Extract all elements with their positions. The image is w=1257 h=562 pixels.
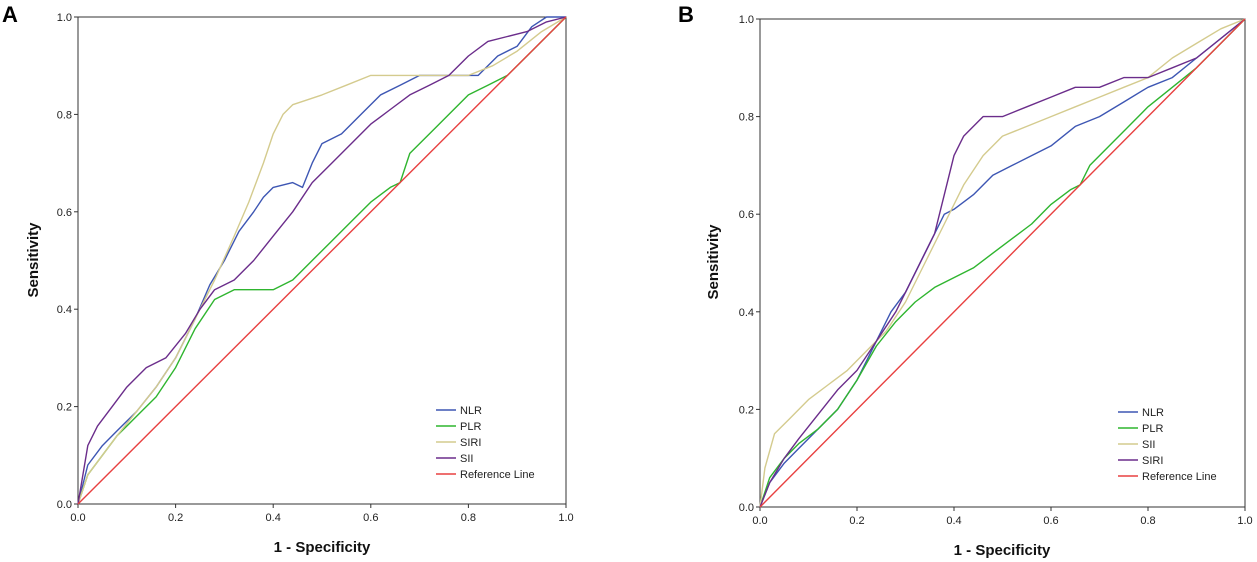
panel-b-x-tick-label: 0.0 (752, 515, 767, 527)
panel-b-ticks: 0.0 0.2 0.4 0.6 0.8 1.0 0.0 0.2 0.4 0.6 0.8 1.0 (739, 14, 1253, 527)
panel-b-series-siri (759, 18, 1246, 508)
panel-b-x-axis-label: 1 - Specificity (954, 542, 1051, 559)
panel-a-x-tick-label: 1.0 (558, 512, 573, 524)
panel-b-y-tick-label: 0.6 (739, 209, 754, 221)
panel-b-legend-label: NLR (1142, 407, 1164, 419)
panel-a-x-tick-label: 0.6 (363, 512, 378, 524)
panel-a-x-tick-label: 0.4 (266, 512, 281, 524)
panel-a-y-tick-label: 1.0 (57, 12, 72, 24)
panel-b-series-plr (759, 18, 1246, 508)
panel-b-y-tick-label: 0.0 (739, 502, 754, 514)
panel-b-series (759, 18, 1246, 508)
panel-a-series (77, 16, 567, 505)
panel-a-ticks: 0.0 0.2 0.4 0.6 0.8 1.0 0.0 0.2 0.4 0.6 0.8 1.0 (57, 12, 574, 524)
panel-a-series-plr (77, 16, 567, 505)
panel-a-x-tick-label: 0.8 (461, 512, 476, 524)
panel-a-x-axis-label: 1 - Specificity (274, 539, 371, 556)
panel-b-legend-label: SIRI (1142, 455, 1163, 467)
panel-a-y-axis-label: Sensitivity (25, 222, 42, 298)
panel-a-legend-label: SII (460, 453, 473, 465)
panel-a-legend-label: PLR (460, 421, 481, 433)
panel-b-y-axis-label: Sensitivity (705, 224, 722, 300)
panel-a-x-tick-label: 0.0 (70, 512, 85, 524)
panel-a-legend: NLR PLR SIRI SII Reference Line (436, 405, 535, 481)
panel-b-y-tick-label: 0.2 (739, 404, 754, 416)
panel-b-y-tick-label: 1.0 (739, 14, 754, 26)
panel-b-x-tick-label: 1.0 (1237, 515, 1252, 527)
panel-a-y-tick-label: 0.0 (57, 499, 72, 511)
panel-b-y-tick-label: 0.4 (739, 307, 754, 319)
panel-b-label: B (678, 2, 694, 27)
panel-a-legend-label: SIRI (460, 437, 481, 449)
panel-b-x-tick-label: 0.4 (946, 515, 961, 527)
panel-a-series-siri (77, 16, 567, 505)
panel-b-y-tick-label: 0.8 (739, 112, 754, 124)
panel-a-legend-label: Reference Line (460, 469, 535, 481)
panel-b-legend-label: PLR (1142, 423, 1163, 435)
panel-a-series-sii (77, 16, 567, 505)
panel-a-plot-frame (77, 16, 567, 505)
panel-b-legend-label: Reference Line (1142, 471, 1217, 483)
panel-a-y-tick-label: 0.2 (57, 402, 72, 414)
panel-b-plot-frame (759, 18, 1246, 508)
panel-a-series-reference-line (77, 16, 567, 505)
panel-b-legend: NLR PLR SII SIRI Reference Line (1118, 407, 1217, 483)
panel-a-y-tick-label: 0.8 (57, 109, 72, 121)
panel-a-x-tick-label: 0.2 (168, 512, 183, 524)
panel-a-y-tick-label: 0.6 (57, 207, 72, 219)
panel-a-legend-label: NLR (460, 405, 482, 417)
panel-a-label: A (2, 2, 18, 27)
panel-a-y-tick-label: 0.4 (57, 304, 72, 316)
panel-b-legend-label: SII (1142, 439, 1155, 451)
panel-b: B 1 - Specificity Sensitivity 0.0 0.2 0.4 0… (678, 2, 1253, 559)
panel-b-series-reference-line (759, 18, 1246, 508)
panel-b-x-tick-label: 0.6 (1043, 515, 1058, 527)
panel-b-x-tick-label: 0.8 (1140, 515, 1155, 527)
panel-b-x-tick-label: 0.2 (849, 515, 864, 527)
panel-a: A 1 - Specificity Sensitivity 0.0 0.2 0.4 0… (2, 2, 574, 556)
